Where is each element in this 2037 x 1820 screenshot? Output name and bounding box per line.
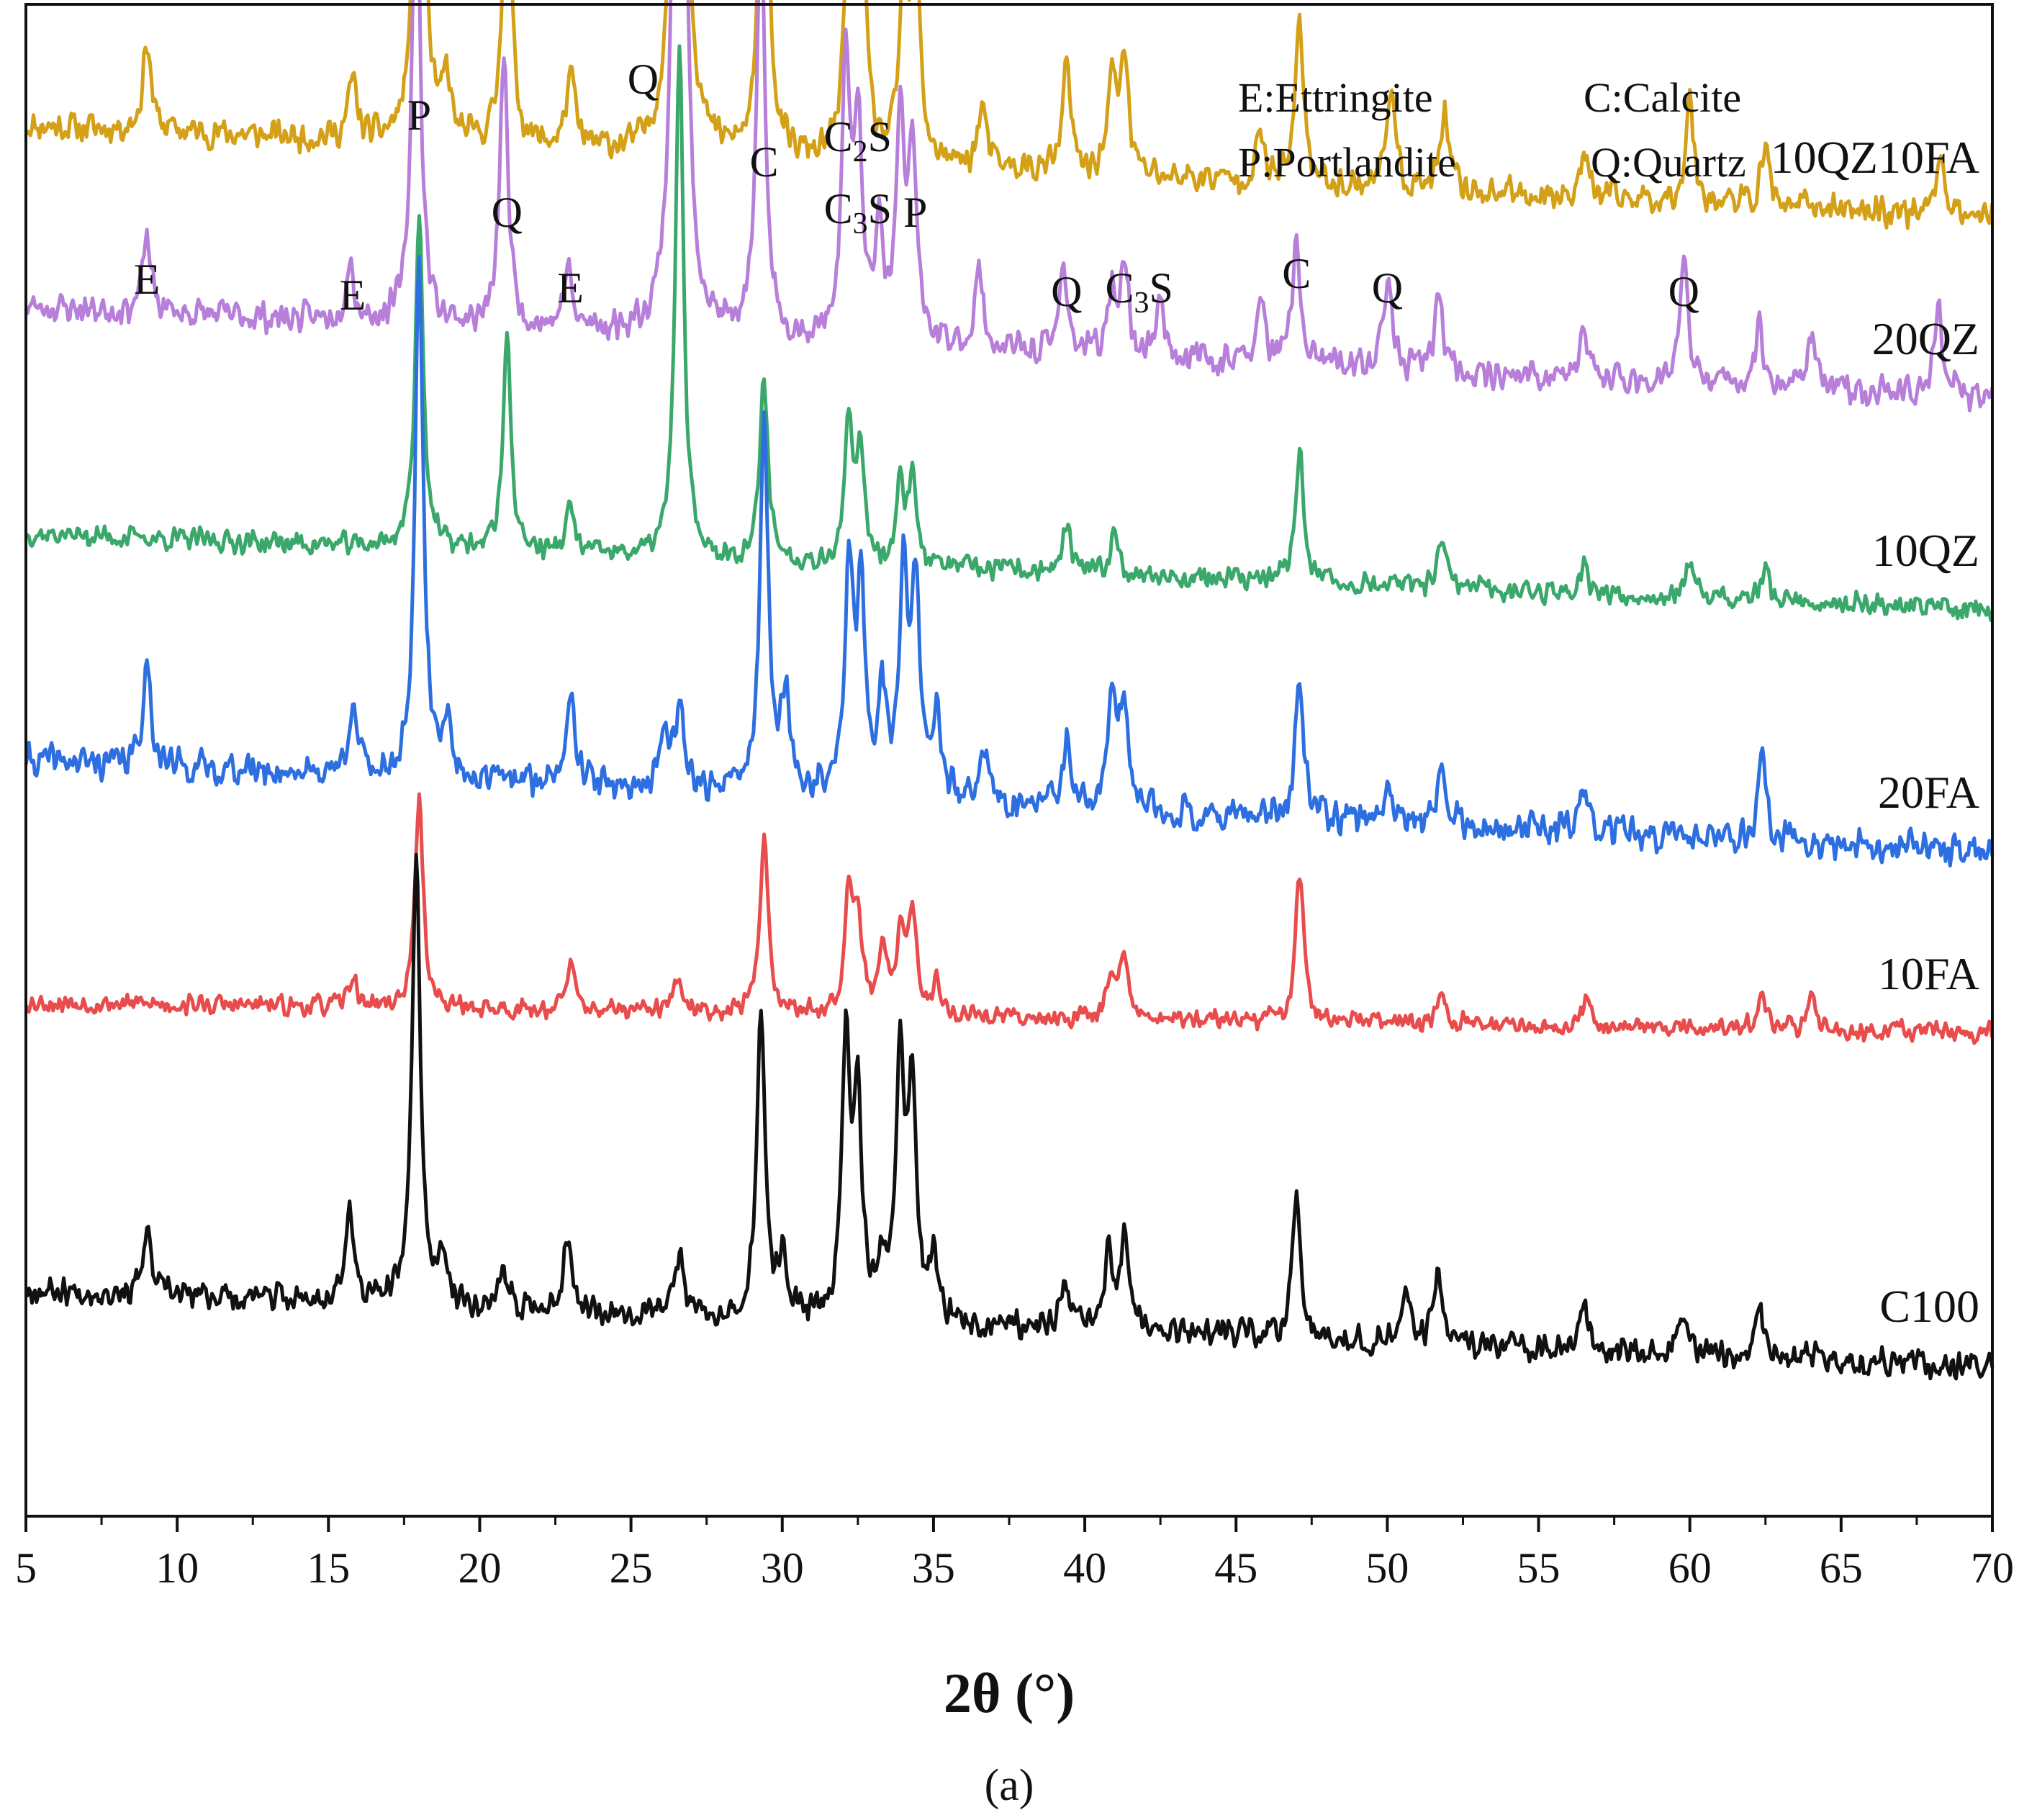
peak-label-p: P <box>407 91 431 139</box>
peak-label-c: C <box>750 138 779 186</box>
x-tick-label: 70 <box>1971 1544 2014 1592</box>
series-line-10qz10fa <box>24 0 1995 230</box>
peak-label-q: Q <box>1051 268 1082 315</box>
series-line-20fa <box>24 255 1995 868</box>
x-tick-label: 60 <box>1668 1544 1712 1592</box>
peak-label-q: Q <box>628 55 659 103</box>
legend-entry-ettringite: E:Ettringite <box>1238 74 1433 121</box>
peak-label-e: E <box>134 256 161 303</box>
x-tick-label: 5 <box>15 1544 37 1592</box>
series-label-20fa: 20FA <box>1878 767 1979 818</box>
series-label-layer: 10QZ10FA 20QZ 10QZ 20FA 10FA C100 <box>1771 132 1979 1332</box>
peak-label-c3s: C3S <box>1106 264 1173 320</box>
x-tick-label: 65 <box>1820 1544 1863 1592</box>
x-axis: 5 10 15 20 25 30 35 40 45 50 55 60 65 70 <box>15 1516 2014 1592</box>
x-tick-label: 15 <box>307 1544 350 1592</box>
peak-label-c3s: C3S <box>824 185 892 240</box>
peak-label-c: C <box>1282 250 1311 297</box>
peak-label-e: E <box>340 271 366 319</box>
series-label-10qz10fa: 10QZ10FA <box>1771 132 1979 183</box>
peak-label-c2s: C2S <box>824 113 892 168</box>
series-line-10qz <box>24 44 1995 623</box>
x-tick-label: 40 <box>1063 1544 1106 1592</box>
series-line-c100 <box>24 852 1995 1381</box>
series-label-10fa: 10FA <box>1878 948 1979 999</box>
peak-label-q: Q <box>1668 268 1699 315</box>
series-line-20qz <box>24 0 1995 413</box>
x-tick-label: 50 <box>1365 1544 1409 1592</box>
peak-label-q: Q <box>1372 264 1403 312</box>
x-tick-label: 35 <box>912 1544 955 1592</box>
legend-entry-quartz: Q:Quartz <box>1591 139 1746 186</box>
x-tick-label: 55 <box>1517 1544 1561 1592</box>
series-layer <box>24 0 1995 1381</box>
x-axis-title: 2θ (°) <box>944 1662 1075 1724</box>
x-tick-label: 25 <box>610 1544 653 1592</box>
x-tick-label: 20 <box>458 1544 501 1592</box>
legend: E:Ettringite C:Calcite P:Portlandite Q:Q… <box>1238 74 1746 186</box>
series-label-20qz: 20QZ <box>1872 313 1979 364</box>
series-label-10qz: 10QZ <box>1872 525 1979 576</box>
x-tick-label: 30 <box>761 1544 804 1592</box>
series-line-10fa <box>24 792 1995 1045</box>
legend-entry-portlandite: P:Portlandite <box>1238 139 1456 186</box>
x-tick-label: 10 <box>155 1544 199 1592</box>
peak-label-e: E <box>557 264 584 312</box>
peak-label-q: Q <box>492 189 523 236</box>
x-tick-label: 45 <box>1214 1544 1257 1592</box>
peak-label-p: P <box>903 189 927 236</box>
series-label-c100: C100 <box>1879 1281 1979 1332</box>
legend-entry-calcite: C:Calcite <box>1584 74 1741 121</box>
panel-label: (a) <box>985 1761 1034 1810</box>
